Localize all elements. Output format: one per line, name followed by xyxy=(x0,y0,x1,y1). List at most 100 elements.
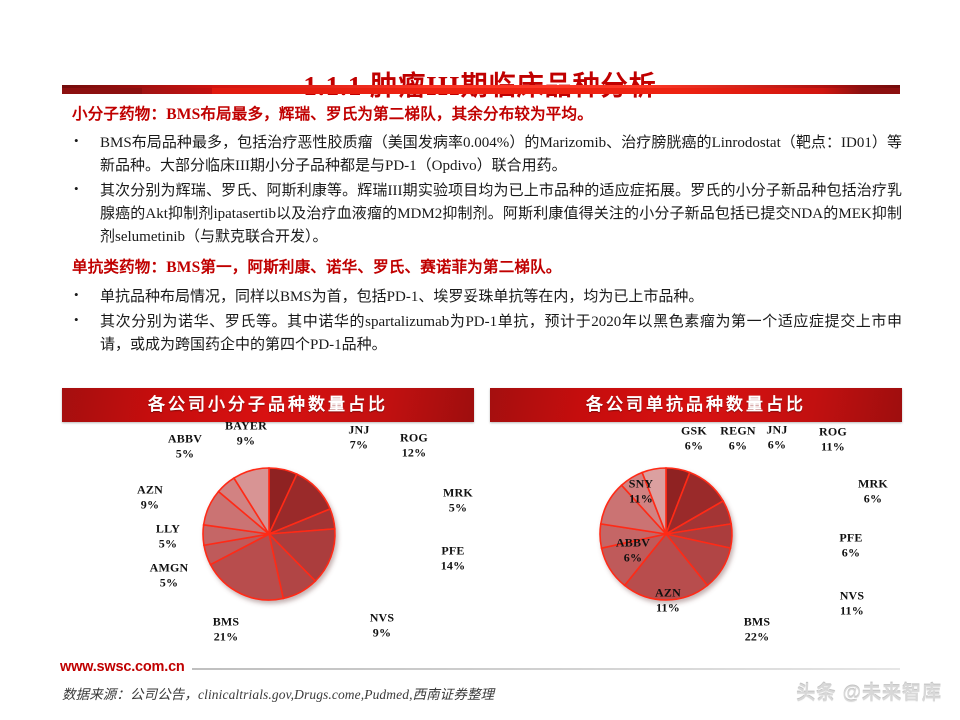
pie-slice-label-name: ROG xyxy=(819,424,847,439)
body-content: 小分子药物：BMS布局最多，辉瑞、罗氏为第二梯队，其余分布较为平均。 BMS布局… xyxy=(62,104,902,358)
charts-region: 各公司小分子品种数量占比 JNJ 7% ROG 12% MRK 5% PFE 14% NVS 9%… xyxy=(62,388,902,650)
pie-slice-label-name: PFE xyxy=(441,543,465,558)
pie-slice-label-value: 9% xyxy=(372,626,392,640)
pie-slice-label: MRK 6% xyxy=(858,477,888,508)
pie-slice-label-value: 11% xyxy=(821,440,845,454)
pie-slice-label: JNJ 7% xyxy=(348,423,369,454)
pie-slice-label-value: 6% xyxy=(841,546,861,560)
bullet-list-antibody: 单抗品种布局情况，同样以BMS为首，包括PD-1、埃罗妥珠单抗等在内，均为已上市… xyxy=(62,285,902,357)
watermark: 头条 @未来智库 xyxy=(796,683,942,704)
pie-slice-label-name: MRK xyxy=(858,476,888,491)
pie-slice-label-name: NVS xyxy=(839,588,865,603)
pie-svg xyxy=(599,467,733,601)
pie-slice-label: REGN 6% xyxy=(720,424,755,455)
pie-slice-label-value: 7% xyxy=(349,438,369,452)
pie-slice-label: SNY 11% xyxy=(629,477,654,508)
pie-slice-label-value: 14% xyxy=(440,559,466,573)
pie-slice-label: MRK 5% xyxy=(443,486,473,517)
pie-slice[interactable] xyxy=(623,532,709,601)
pie-slice[interactable] xyxy=(641,467,667,535)
chart-panel-small-molecule: 各公司小分子品种数量占比 JNJ 7% ROG 12% MRK 5% PFE 14% NVS 9%… xyxy=(62,388,474,650)
pie-slice-label: AZN 9% xyxy=(137,483,163,514)
pie-slice-label-name: BMS xyxy=(743,614,771,629)
pie-slice-label-value: 6% xyxy=(863,492,883,506)
chart-title-bar-antibody: 各公司单抗品种数量占比 xyxy=(490,388,902,422)
list-item: 单抗品种布局情况，同样以BMS为首，包括PD-1、埃罗妥珠单抗等在内，均为已上市… xyxy=(62,285,902,309)
pie-slice-label-name: PFE xyxy=(839,530,863,545)
source-note: 数据来源：公司公告，clinicaltrials.gov,Drugs.come,… xyxy=(62,687,495,702)
list-item: 其次分别为辉瑞、罗氏、阿斯利康等。辉瑞III期实验项目均为已上市品种的适应症拓展… xyxy=(62,179,902,248)
pie-slice-label-value: 6% xyxy=(623,551,643,565)
pie-slice-label-value: 6% xyxy=(728,439,748,453)
page-title: 1.1.1 肿瘤III期临床品种分析 xyxy=(0,64,960,103)
pie-slice-label: NVS 11% xyxy=(840,589,865,620)
bullet-list-small-molecule: BMS布局品种最多，包括治疗恶性胶质瘤（美国发病率0.004%）的Marizom… xyxy=(62,131,902,248)
pie-slice-label-name: JNJ xyxy=(348,422,370,437)
pie-slice-label: AZN 11% xyxy=(655,586,681,617)
pie-slice-label-name: JNJ xyxy=(766,422,788,437)
pie-slice-label-value: 11% xyxy=(629,492,653,506)
pie-slice-label: PFE 14% xyxy=(441,544,466,575)
pie-slice-label-name: BMS xyxy=(212,614,240,629)
pie-slice[interactable] xyxy=(209,532,285,601)
chart-body-small-molecule: JNJ 7% ROG 12% MRK 5% PFE 14% NVS 9% BMS 21% AMGN 5% L… xyxy=(62,419,474,650)
pie-slice-label-value: 5% xyxy=(158,537,178,551)
pie-chart-small-molecule: JNJ 7% ROG 12% MRK 5% PFE 14% NVS 9% BMS 21% AMGN 5% L… xyxy=(62,419,474,650)
pie-slice-label: AMGN 5% xyxy=(150,561,189,592)
pie-slice-label-value: 12% xyxy=(401,446,427,460)
lead-paragraph-antibody: 单抗类药物：BMS第一，阿斯利康、诺华、罗氏、赛诺菲为第二梯队。 xyxy=(72,259,562,277)
pie-slice-label: LLY 5% xyxy=(156,522,180,553)
pie-svg xyxy=(202,467,336,601)
pie-slice-label-name: AMGN xyxy=(149,560,189,575)
pie-slice[interactable] xyxy=(232,467,270,537)
title-divider xyxy=(62,85,900,94)
chart-body-antibody: JNJ 6% ROG 11% MRK 6% PFE 6% NVS 11% BMS 22% AZN 11% A… xyxy=(490,422,902,650)
chart-title-bar-small-molecule: 各公司小分子品种数量占比 xyxy=(62,388,474,422)
chart-title-antibody: 各公司单抗品种数量占比 xyxy=(586,395,806,414)
pie-slice-label-name: ABBV xyxy=(167,431,203,446)
chart-panel-antibody: 各公司单抗品种数量占比 JNJ 6% ROG 11% MRK 6% PFE 6% NVS 11% B… xyxy=(490,388,902,650)
pie-slice-label-name: AZN xyxy=(137,482,163,497)
pie-slice-label-name: ABBV xyxy=(615,535,651,550)
list-item: 其次分别为诺华、罗氏等。其中诺华的spartalizumab为PD-1单抗，预计… xyxy=(62,310,902,357)
swsc-website-logo: www.swsc.com.cn xyxy=(60,659,192,675)
pie-slice-label-value: 5% xyxy=(159,576,179,590)
pie-slice-label-name: SNY xyxy=(628,476,654,491)
pie-slice-label: NVS 9% xyxy=(370,611,395,642)
pie-slice-label-name: BAYER xyxy=(225,418,267,433)
lead-paragraph-small-molecule: 小分子药物：BMS布局最多，辉瑞、罗氏为第二梯队，其余分布较为平均。 xyxy=(72,106,593,123)
pie-chart-antibody: JNJ 6% ROG 11% MRK 6% PFE 6% NVS 11% BMS 22% AZN 11% A… xyxy=(490,422,902,650)
chart-title-small-molecule: 各公司小分子品种数量占比 xyxy=(148,395,388,414)
pie-slice-label-name: GSK xyxy=(681,423,707,438)
pie-slice-label: ROG 12% xyxy=(400,431,428,462)
pie-slice-label: BMS 21% xyxy=(213,615,240,646)
pie-slice-label-name: MRK xyxy=(443,485,473,500)
pie-slice-label: ABBV 5% xyxy=(168,432,202,463)
pie-slice[interactable] xyxy=(267,528,336,583)
pie-slice-label: ROG 11% xyxy=(819,425,847,456)
pie-slice-label-name: AZN xyxy=(655,585,681,600)
pie-slice-label-name: NVS xyxy=(369,610,395,625)
pie-slice-label-name: LLY xyxy=(155,521,181,536)
pie-slice-label-value: 9% xyxy=(236,434,256,448)
pie-slice-label-value: 6% xyxy=(684,439,704,453)
pie-slice-label-value: 21% xyxy=(213,630,239,644)
pie-slice-label-name: REGN xyxy=(720,423,756,438)
pie-slice-label-name: ROG xyxy=(400,430,428,445)
pie-slice-label: BAYER 9% xyxy=(225,419,267,450)
pie-slice-label-value: 9% xyxy=(140,498,160,512)
pie-slice-label-value: 5% xyxy=(448,501,468,515)
pie-slice-label-value: 6% xyxy=(767,438,787,452)
pie-slice-label: BMS 22% xyxy=(744,615,771,646)
pie-slice-label: JNJ 6% xyxy=(766,423,787,454)
pie-slice-label: PFE 6% xyxy=(839,531,862,562)
pie-slice-label-value: 22% xyxy=(744,630,770,644)
footer-divider xyxy=(62,668,900,670)
pie-slice-label-value: 11% xyxy=(656,601,680,615)
pie-slice-label: ABBV 6% xyxy=(616,536,650,567)
pie-slice-label-value: 11% xyxy=(840,604,864,618)
pie-slice-label: GSK 6% xyxy=(681,424,707,455)
list-item: BMS布局品种最多，包括治疗恶性胶质瘤（美国发病率0.004%）的Marizom… xyxy=(62,131,902,178)
pie-slice-label-value: 5% xyxy=(175,447,195,461)
